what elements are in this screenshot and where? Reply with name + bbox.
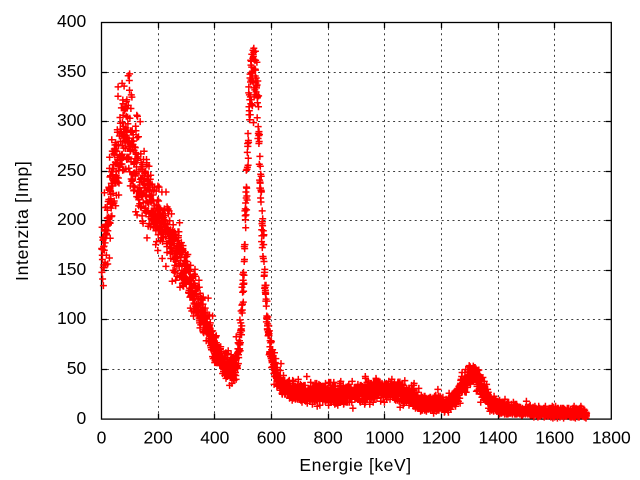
svg-text:Intenzita [Imp]: Intenzita [Imp]	[12, 161, 32, 281]
svg-text:300: 300	[57, 110, 86, 130]
svg-text:1600: 1600	[535, 427, 574, 447]
svg-text:800: 800	[313, 427, 342, 447]
svg-text:Energie [keV]: Energie [keV]	[299, 455, 411, 475]
svg-text:350: 350	[57, 61, 86, 81]
svg-text:0: 0	[76, 408, 86, 428]
svg-text:400: 400	[57, 11, 86, 31]
svg-text:150: 150	[57, 259, 86, 279]
svg-text:200: 200	[57, 209, 86, 229]
svg-text:50: 50	[67, 358, 87, 378]
svg-text:100: 100	[57, 308, 86, 328]
svg-text:200: 200	[143, 427, 172, 447]
svg-text:1000: 1000	[365, 427, 404, 447]
svg-text:400: 400	[200, 427, 229, 447]
svg-text:250: 250	[57, 160, 86, 180]
svg-text:1200: 1200	[422, 427, 461, 447]
svg-text:0: 0	[97, 427, 107, 447]
svg-text:1800: 1800	[592, 427, 631, 447]
svg-text:1400: 1400	[479, 427, 518, 447]
svg-text:600: 600	[257, 427, 286, 447]
